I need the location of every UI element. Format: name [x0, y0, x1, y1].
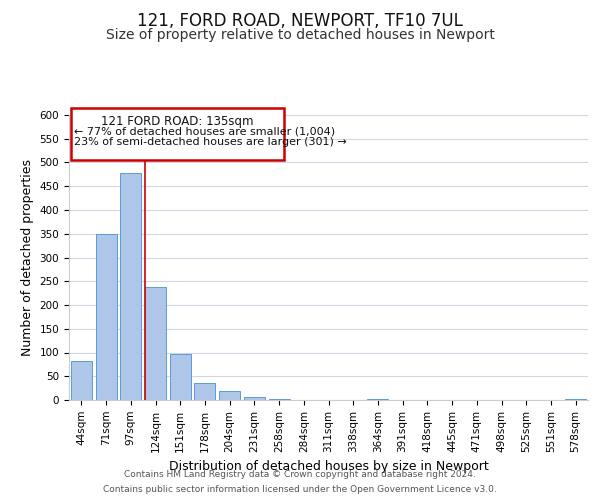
Bar [71, 360, 92, 400]
Text: ← 77% of detached houses are smaller (1,004): ← 77% of detached houses are smaller (1,… [74, 127, 335, 137]
Bar [367, 398, 388, 400]
Bar [170, 354, 191, 400]
Text: 121, FORD ROAD, NEWPORT, TF10 7UL: 121, FORD ROAD, NEWPORT, TF10 7UL [137, 12, 463, 30]
Text: 121 FORD ROAD: 135sqm: 121 FORD ROAD: 135sqm [101, 115, 254, 128]
X-axis label: Distribution of detached houses by size in Newport: Distribution of detached houses by size … [169, 460, 488, 473]
Text: Contains public sector information licensed under the Open Government Licence v3: Contains public sector information licen… [103, 485, 497, 494]
Text: Contains HM Land Registry data © Crown copyright and database right 2024.: Contains HM Land Registry data © Crown c… [124, 470, 476, 479]
Bar [244, 396, 265, 400]
Bar [219, 392, 240, 400]
Bar [95, 234, 116, 400]
Bar [71, 108, 284, 160]
Text: 23% of semi-detached houses are larger (301) →: 23% of semi-detached houses are larger (… [74, 138, 347, 147]
Y-axis label: Number of detached properties: Number of detached properties [21, 159, 34, 356]
Bar [269, 398, 290, 400]
Text: Size of property relative to detached houses in Newport: Size of property relative to detached ho… [106, 28, 494, 42]
Bar [145, 288, 166, 400]
Bar [194, 384, 215, 400]
Bar [120, 173, 141, 400]
Bar [565, 398, 586, 400]
